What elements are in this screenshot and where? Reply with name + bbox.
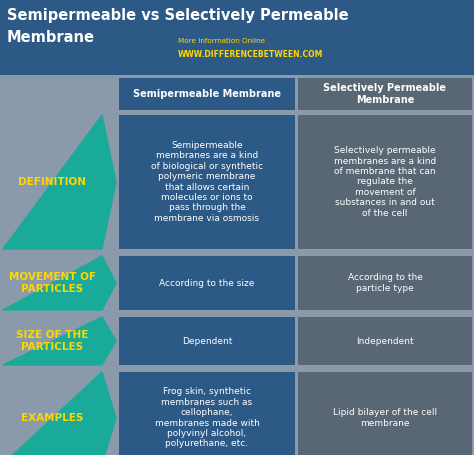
Text: WWW.DIFFERENCEBETWEEN.COM: WWW.DIFFERENCEBETWEEN.COM xyxy=(178,50,323,59)
Bar xyxy=(119,115,295,249)
Bar xyxy=(0,0,474,75)
Text: Semipermeable
membranes are a kind
of biological or synthetic
polymeric membrane: Semipermeable membranes are a kind of bi… xyxy=(151,141,263,223)
Text: Membrane: Membrane xyxy=(7,30,95,45)
Text: More Information Online: More Information Online xyxy=(178,38,265,44)
Text: Selectively permeable
membranes are a kind
of membrane that can
regulate the
mov: Selectively permeable membranes are a ki… xyxy=(334,147,436,217)
Text: SIZE OF THE
PARTICLES: SIZE OF THE PARTICLES xyxy=(16,330,89,352)
Text: Lipid bilayer of the cell
membrane: Lipid bilayer of the cell membrane xyxy=(333,408,437,428)
Bar xyxy=(298,256,472,310)
Bar xyxy=(119,256,295,310)
Bar xyxy=(119,317,295,365)
Text: DEFINITION: DEFINITION xyxy=(18,177,86,187)
Polygon shape xyxy=(3,115,116,249)
Text: Semipermeable vs Selectively Permeable: Semipermeable vs Selectively Permeable xyxy=(7,8,348,23)
Text: EXAMPLES: EXAMPLES xyxy=(21,413,84,423)
Text: According to the size: According to the size xyxy=(159,278,255,288)
Bar xyxy=(298,115,472,249)
Text: Independent: Independent xyxy=(356,337,414,345)
Text: Frog skin, synthetic
membranes such as
cellophane,
membranes made with
polyvinyl: Frog skin, synthetic membranes such as c… xyxy=(155,388,259,449)
Polygon shape xyxy=(3,317,116,365)
Bar xyxy=(119,372,295,455)
Text: Dependent: Dependent xyxy=(182,337,232,345)
Text: Selectively Permeable
Membrane: Selectively Permeable Membrane xyxy=(323,83,447,105)
Text: MOVEMENT OF
PARTICLES: MOVEMENT OF PARTICLES xyxy=(9,272,96,294)
Text: According to the
particle type: According to the particle type xyxy=(347,273,422,293)
Bar xyxy=(119,78,295,110)
Bar xyxy=(298,372,472,455)
Polygon shape xyxy=(3,372,116,455)
Polygon shape xyxy=(3,256,116,310)
Bar xyxy=(298,317,472,365)
Text: Semipermeable Membrane: Semipermeable Membrane xyxy=(133,89,281,99)
Bar xyxy=(298,78,472,110)
